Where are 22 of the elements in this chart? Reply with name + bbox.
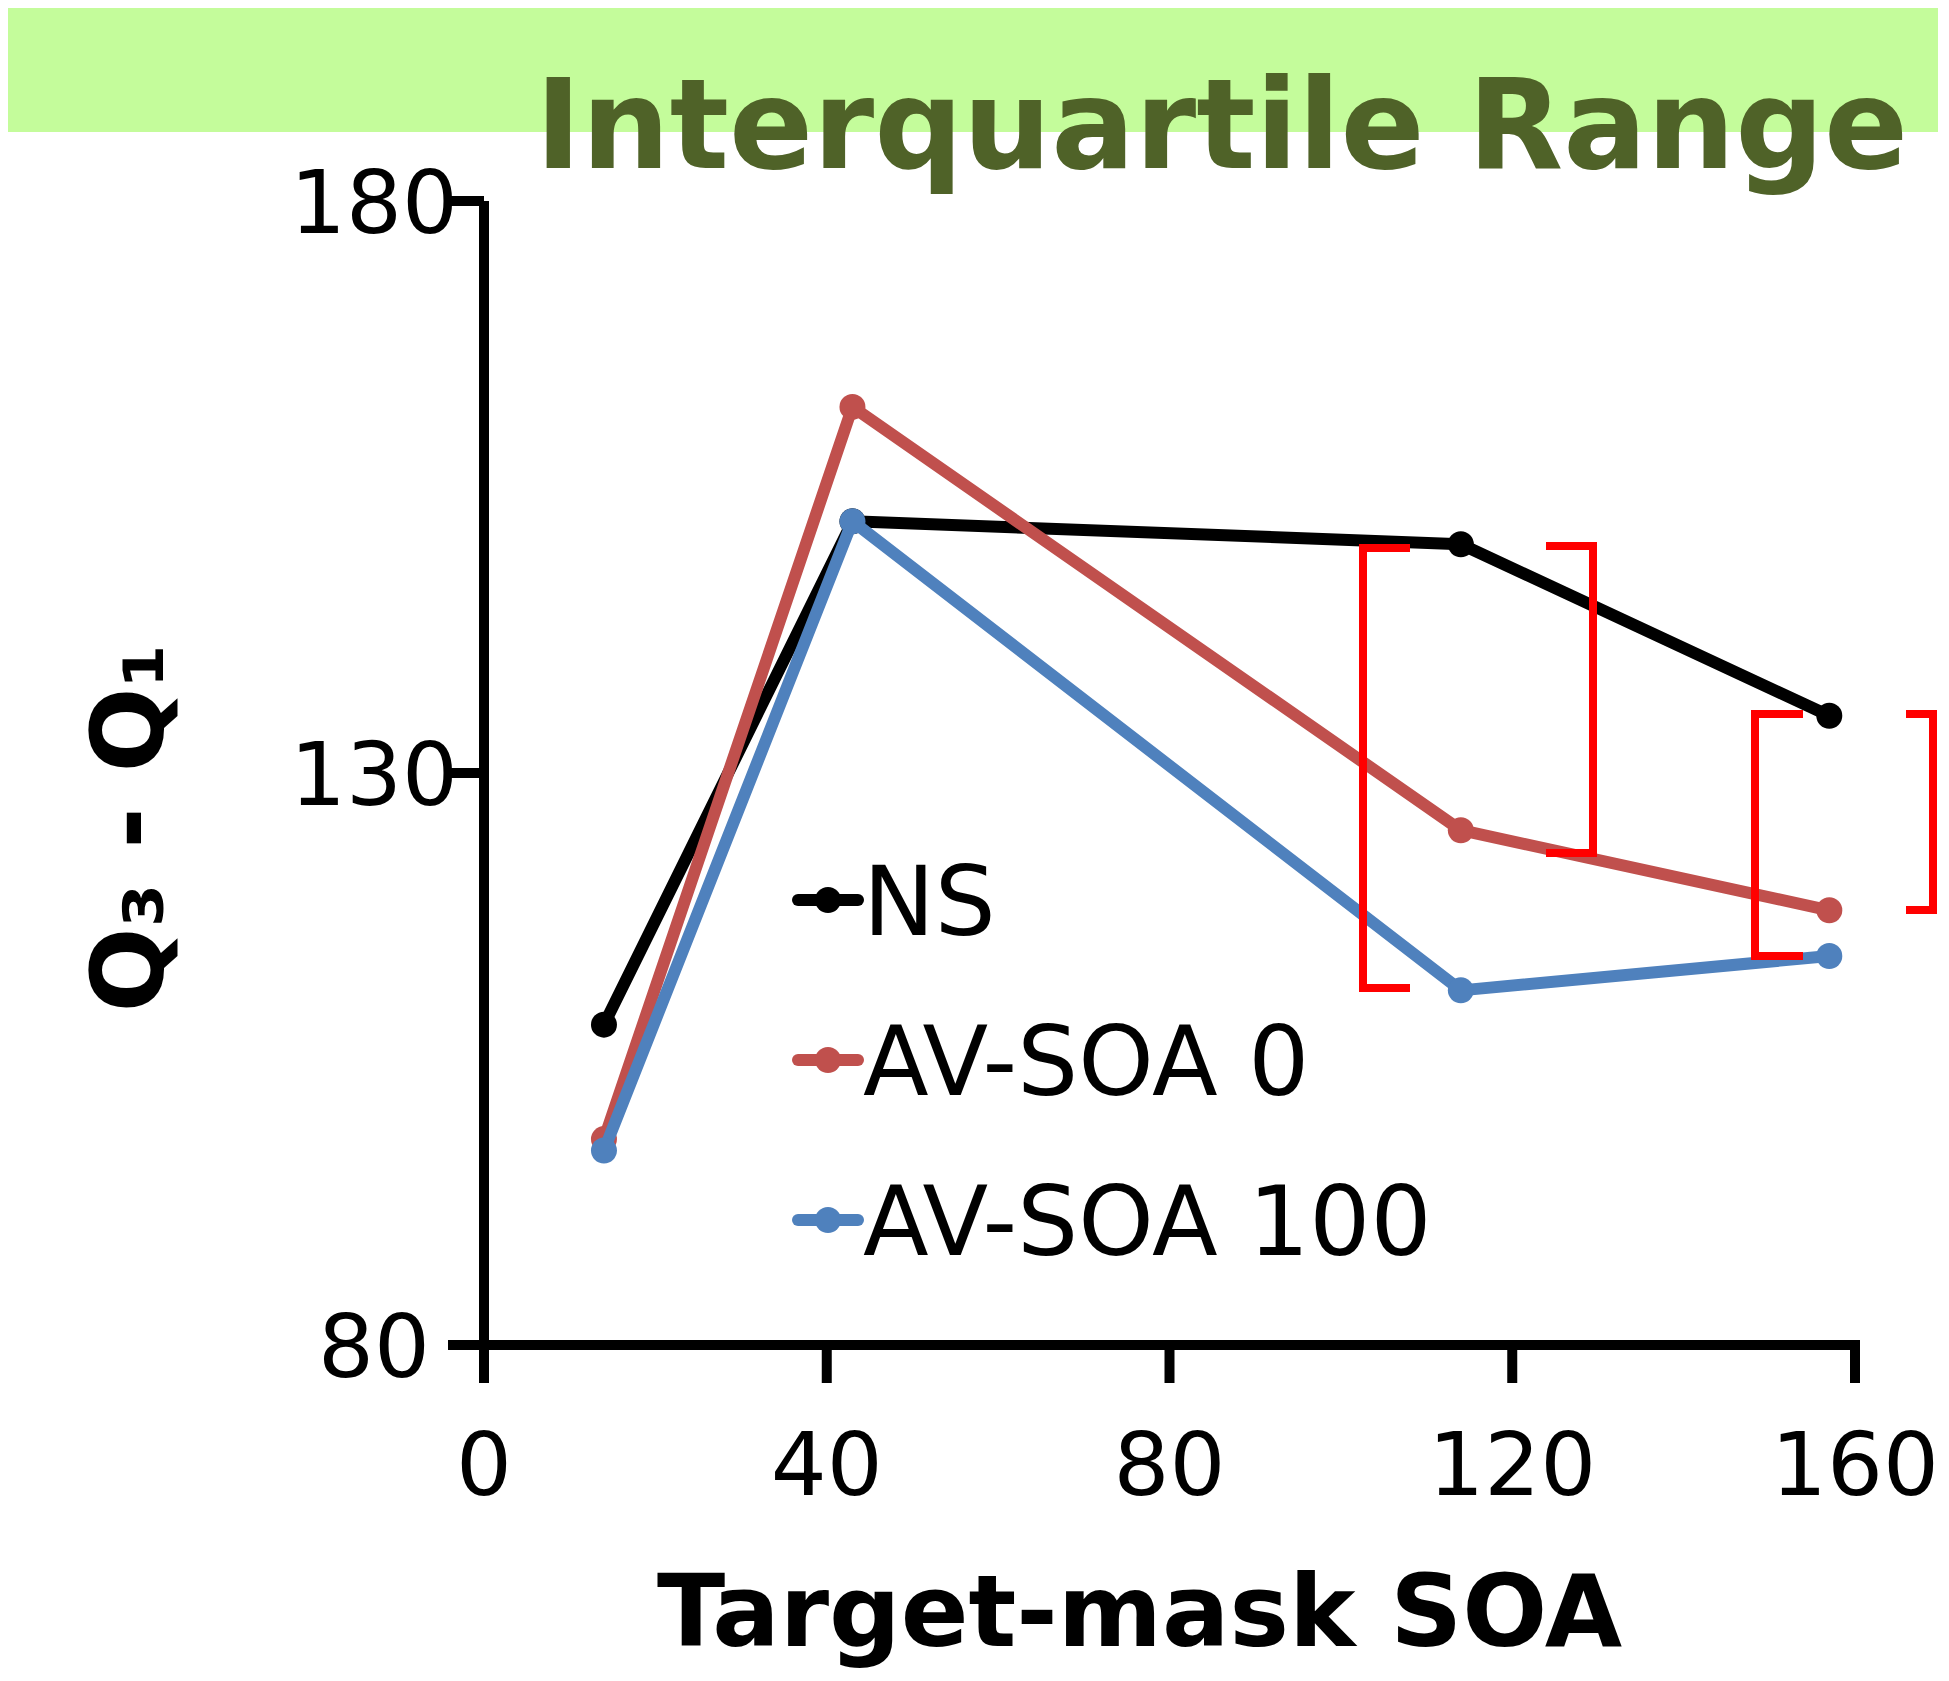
x-axis-title: Target-mask SOA	[656, 1553, 1623, 1670]
point	[1816, 702, 1843, 729]
point	[590, 1011, 617, 1038]
y-tick-label: 180	[290, 150, 458, 254]
point	[1447, 817, 1474, 844]
point	[839, 393, 866, 420]
x-tick-label: 120	[1428, 1413, 1597, 1516]
x-tick-label: 80	[1113, 1413, 1226, 1516]
legend-label: NS	[863, 845, 996, 958]
x-tick-label: 160	[1771, 1413, 1939, 1516]
legend-label: AV-SOA 100	[863, 1165, 1432, 1278]
point	[1447, 977, 1474, 1004]
y-tick-label: 130	[290, 722, 458, 826]
point	[590, 1137, 617, 1164]
point	[1816, 943, 1843, 970]
x-tick-label: 40	[770, 1413, 883, 1516]
point	[1447, 531, 1474, 558]
legend-label: AV-SOA 0	[863, 1005, 1310, 1118]
point	[1816, 897, 1843, 924]
y-tick-label: 80	[318, 1294, 430, 1398]
x-tick-label: 0	[456, 1413, 512, 1516]
y-axis-title: Q₃ - Q₁	[70, 643, 187, 1013]
